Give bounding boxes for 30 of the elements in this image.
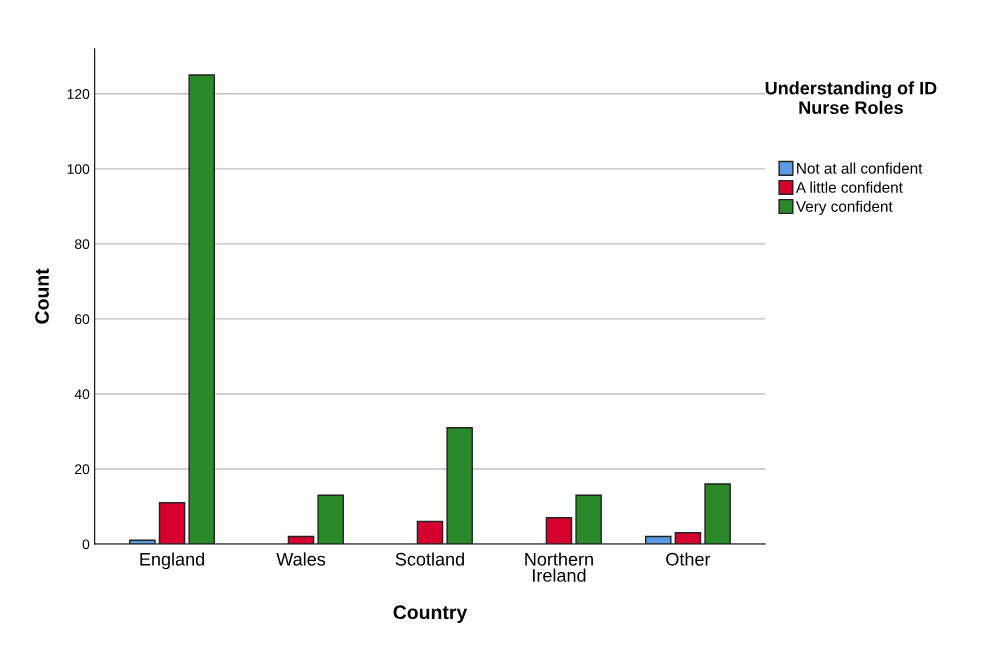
x-tick-label: England xyxy=(140,552,205,570)
y-tick-label: 80 xyxy=(74,239,90,250)
y-tick-label: 0 xyxy=(82,539,90,550)
legend-label: A little confident xyxy=(795,181,903,193)
bar xyxy=(416,520,444,545)
bar xyxy=(287,535,315,545)
bar xyxy=(317,494,344,545)
y-tick-label: 100 xyxy=(67,164,90,174)
x-tick-label: Other xyxy=(666,552,711,566)
legend-label: Not at all confident xyxy=(797,162,923,174)
legend-label: Very confident xyxy=(795,200,893,215)
bar xyxy=(129,539,156,545)
bar xyxy=(704,483,731,545)
bar xyxy=(158,502,186,545)
x-axis-title: Country xyxy=(393,605,468,623)
bar xyxy=(446,427,473,545)
x-tick-label: Scotland xyxy=(395,552,464,566)
x-tick-label: Wales xyxy=(276,552,326,566)
y-tick-label: 20 xyxy=(75,464,90,475)
bar xyxy=(645,535,672,545)
y-tick-label: 60 xyxy=(75,314,90,325)
legend-title: Understanding of ID Nurse Roles xyxy=(765,81,937,115)
bar xyxy=(575,494,602,545)
y-axis-title: Count xyxy=(35,268,49,324)
bar xyxy=(545,517,573,545)
y-tick-label: 120 xyxy=(67,89,90,99)
bar xyxy=(188,74,215,545)
x-tick-label: Northern Ireland xyxy=(525,552,593,582)
bar xyxy=(674,532,702,545)
y-tick-label: 40 xyxy=(74,389,90,400)
